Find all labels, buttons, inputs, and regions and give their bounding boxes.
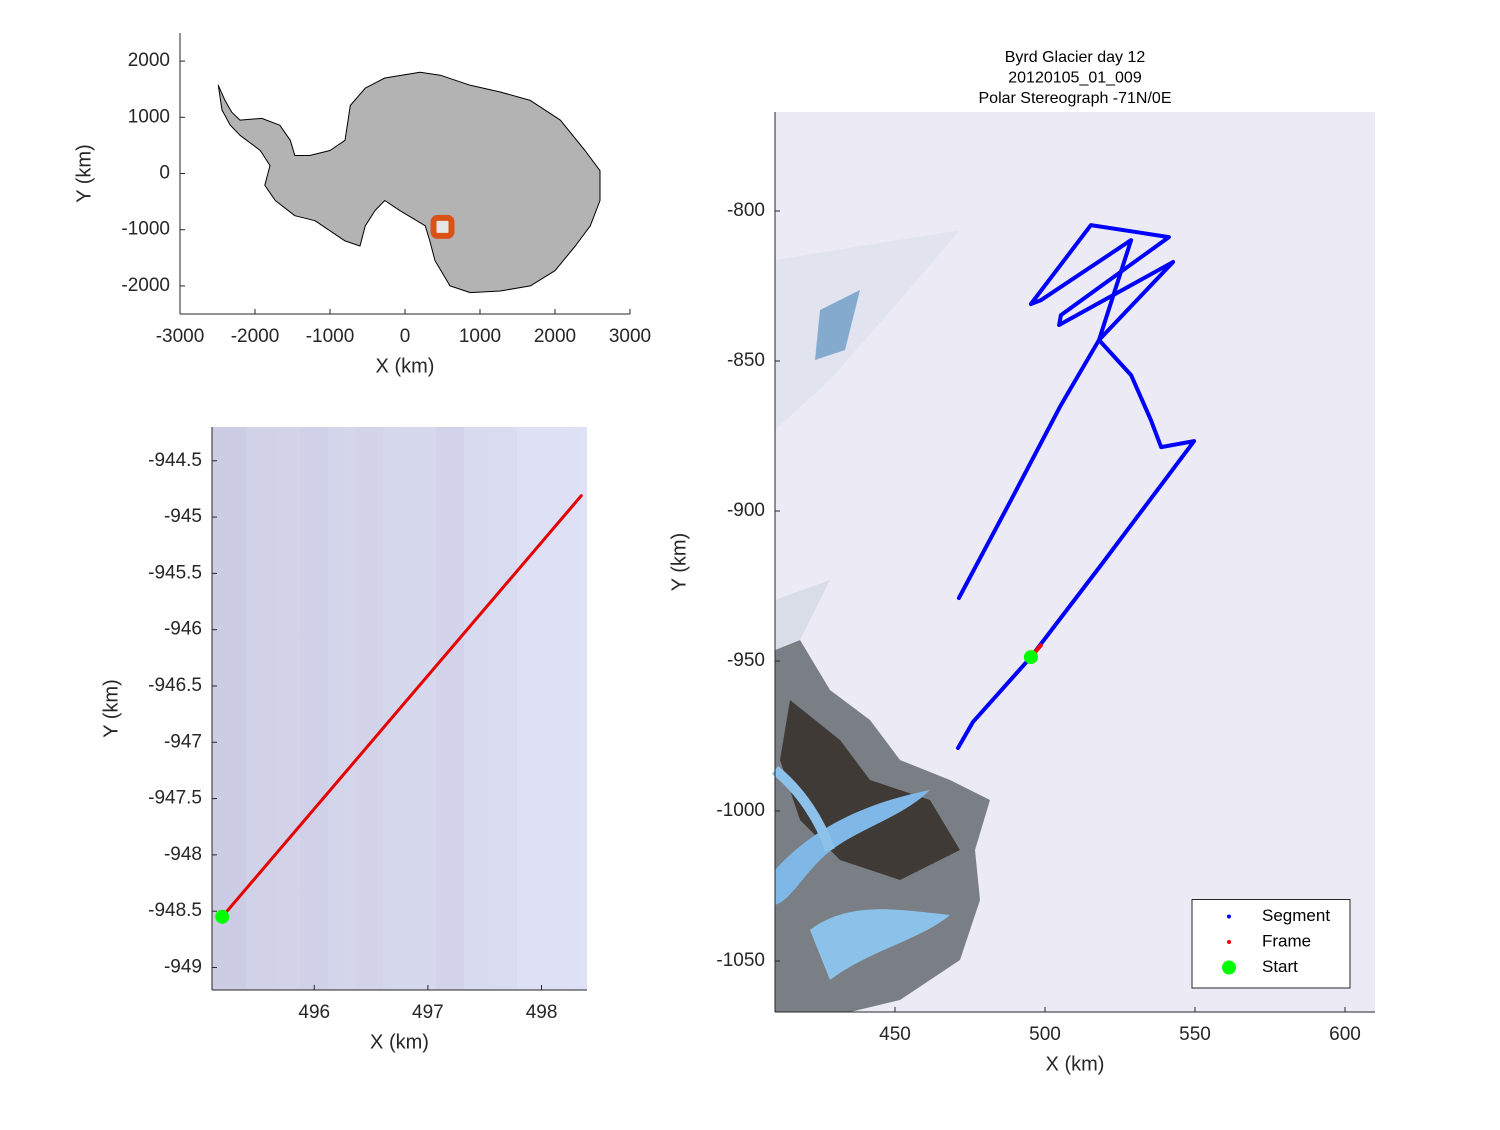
y-axis-label: Y (km)	[668, 533, 690, 592]
zoom-imagery	[212, 427, 587, 990]
y-tick-label: -2000	[121, 275, 170, 296]
start-marker	[1023, 650, 1038, 665]
y-tick-label: -946	[164, 619, 202, 640]
y-tick-label: -949	[164, 956, 202, 977]
y-tick-label: -800	[727, 200, 765, 221]
y-tick-label: -1000	[121, 219, 170, 240]
legend-label: Frame	[1262, 931, 1311, 950]
track-line	[220, 494, 583, 919]
y-tick-label: -948	[164, 844, 202, 865]
start-marker	[215, 909, 230, 924]
y-tick-label: -944.5	[148, 450, 202, 471]
legend-swatch	[1227, 914, 1231, 919]
y-tick-label: -946.5	[148, 675, 202, 696]
x-tick-label: 500	[1029, 1024, 1061, 1045]
y-tick-label: -900	[727, 500, 765, 521]
legend-swatch	[1222, 960, 1236, 975]
chart-title: Polar Stereograph -71N/0E	[979, 90, 1172, 107]
x-tick-label: 550	[1179, 1024, 1211, 1045]
legend-label: Start	[1262, 957, 1298, 976]
y-tick-label: -945	[164, 506, 202, 527]
x-tick-label: 1000	[459, 326, 501, 347]
x-tick-label: 2000	[534, 326, 576, 347]
y-tick-label: -945.5	[148, 562, 202, 583]
legend-box	[1191, 899, 1351, 989]
x-tick-label: 450	[879, 1024, 911, 1045]
y-tick-label: -947	[164, 731, 202, 752]
y-tick-label: -1000	[716, 800, 765, 821]
y-tick-label: -1050	[716, 950, 765, 971]
x-tick-label: 498	[526, 1002, 558, 1023]
legend-label: Segment	[1262, 906, 1330, 925]
x-axis-label: X (km)	[370, 1031, 429, 1053]
track-line	[956, 223, 1197, 750]
chart-title: Byrd Glacier day 12	[1005, 49, 1146, 66]
x-tick-label: -2000	[231, 326, 280, 347]
y-axis-label: Y (km)	[100, 679, 122, 738]
y-tick-label: -948.5	[148, 900, 202, 921]
y-tick-label: -850	[727, 350, 765, 371]
legend-swatch	[1227, 940, 1231, 944]
satellite-imagery	[771, 112, 1375, 1012]
location-marker	[430, 214, 455, 239]
continent-outline	[217, 71, 601, 294]
x-tick-label: 496	[298, 1002, 330, 1023]
y-axis-label: Y (km)	[73, 144, 95, 203]
y-tick-label: -950	[727, 650, 765, 671]
x-axis-label: X (km)	[376, 355, 435, 377]
y-tick-label: 0	[159, 163, 170, 184]
x-tick-label: 0	[400, 326, 411, 347]
x-tick-label: -3000	[156, 326, 205, 347]
x-tick-label: 600	[1329, 1024, 1361, 1045]
y-tick-label: 2000	[128, 50, 170, 71]
x-axis-label: X (km)	[1046, 1053, 1105, 1075]
x-tick-label: 497	[412, 1002, 444, 1023]
chart-title: 20120105_01_009	[1008, 70, 1142, 87]
y-tick-label: 1000	[128, 106, 170, 127]
y-tick-label: -947.5	[148, 788, 202, 809]
x-tick-label: -1000	[306, 326, 355, 347]
x-tick-label: 3000	[609, 326, 651, 347]
